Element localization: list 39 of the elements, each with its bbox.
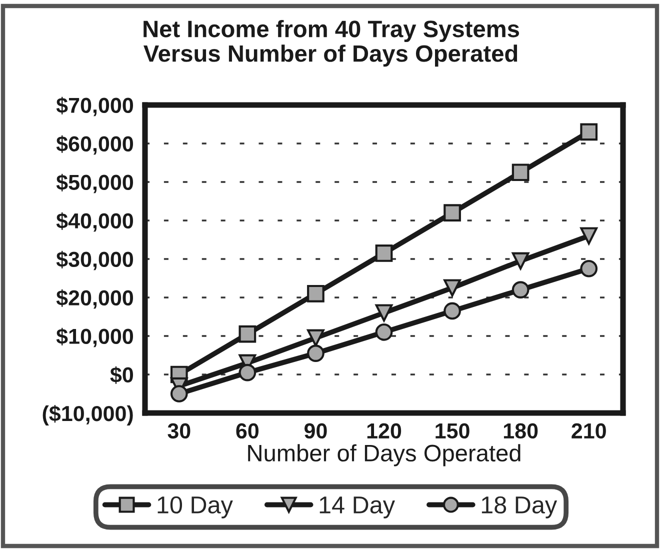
x-axis-title: Number of Days Operated	[248, 444, 520, 466]
point	[444, 302, 461, 320]
point	[375, 244, 393, 262]
point	[238, 364, 256, 382]
point	[444, 204, 461, 222]
x-tick-label: 180	[504, 423, 538, 439]
y-tick-label: $50,000	[56, 174, 134, 194]
x-tick-label: 120	[367, 423, 402, 439]
point	[238, 325, 256, 343]
y-tick-label: $30,000	[56, 250, 134, 270]
x-tick-label: 90	[304, 423, 327, 439]
chart-title: Net Income from 40 Tray Systems Versus Number of Days Operated	[144, 20, 520, 67]
point	[170, 385, 188, 402]
point	[512, 252, 530, 270]
point	[307, 344, 324, 362]
point	[512, 164, 530, 182]
y-tick-label: $0	[110, 366, 134, 384]
y-tick-label: $10,000	[56, 328, 134, 348]
legend-label: 10 Day	[158, 496, 233, 518]
x-tick-label: 30	[168, 423, 190, 439]
x-tick-label: 210	[572, 423, 606, 439]
legend-label: 18 Day	[482, 496, 558, 518]
x-tick-label: 60	[236, 423, 259, 439]
y-tick-label: $40,000	[56, 212, 134, 232]
point	[580, 123, 598, 141]
y-tick-label: $70,000	[56, 96, 134, 116]
y-tick-label: ($10,000)	[42, 405, 133, 426]
y-tick-label: $60,000	[56, 135, 134, 155]
x-tick-label: 150	[436, 423, 470, 439]
point	[375, 304, 393, 322]
point	[512, 281, 530, 298]
point	[580, 227, 598, 245]
legend-label: 14 Day	[320, 496, 395, 518]
point	[444, 279, 461, 297]
point	[580, 260, 598, 278]
point	[375, 323, 393, 341]
point	[307, 329, 324, 347]
y-tick-label: $20,000	[56, 289, 134, 309]
point	[307, 284, 324, 302]
